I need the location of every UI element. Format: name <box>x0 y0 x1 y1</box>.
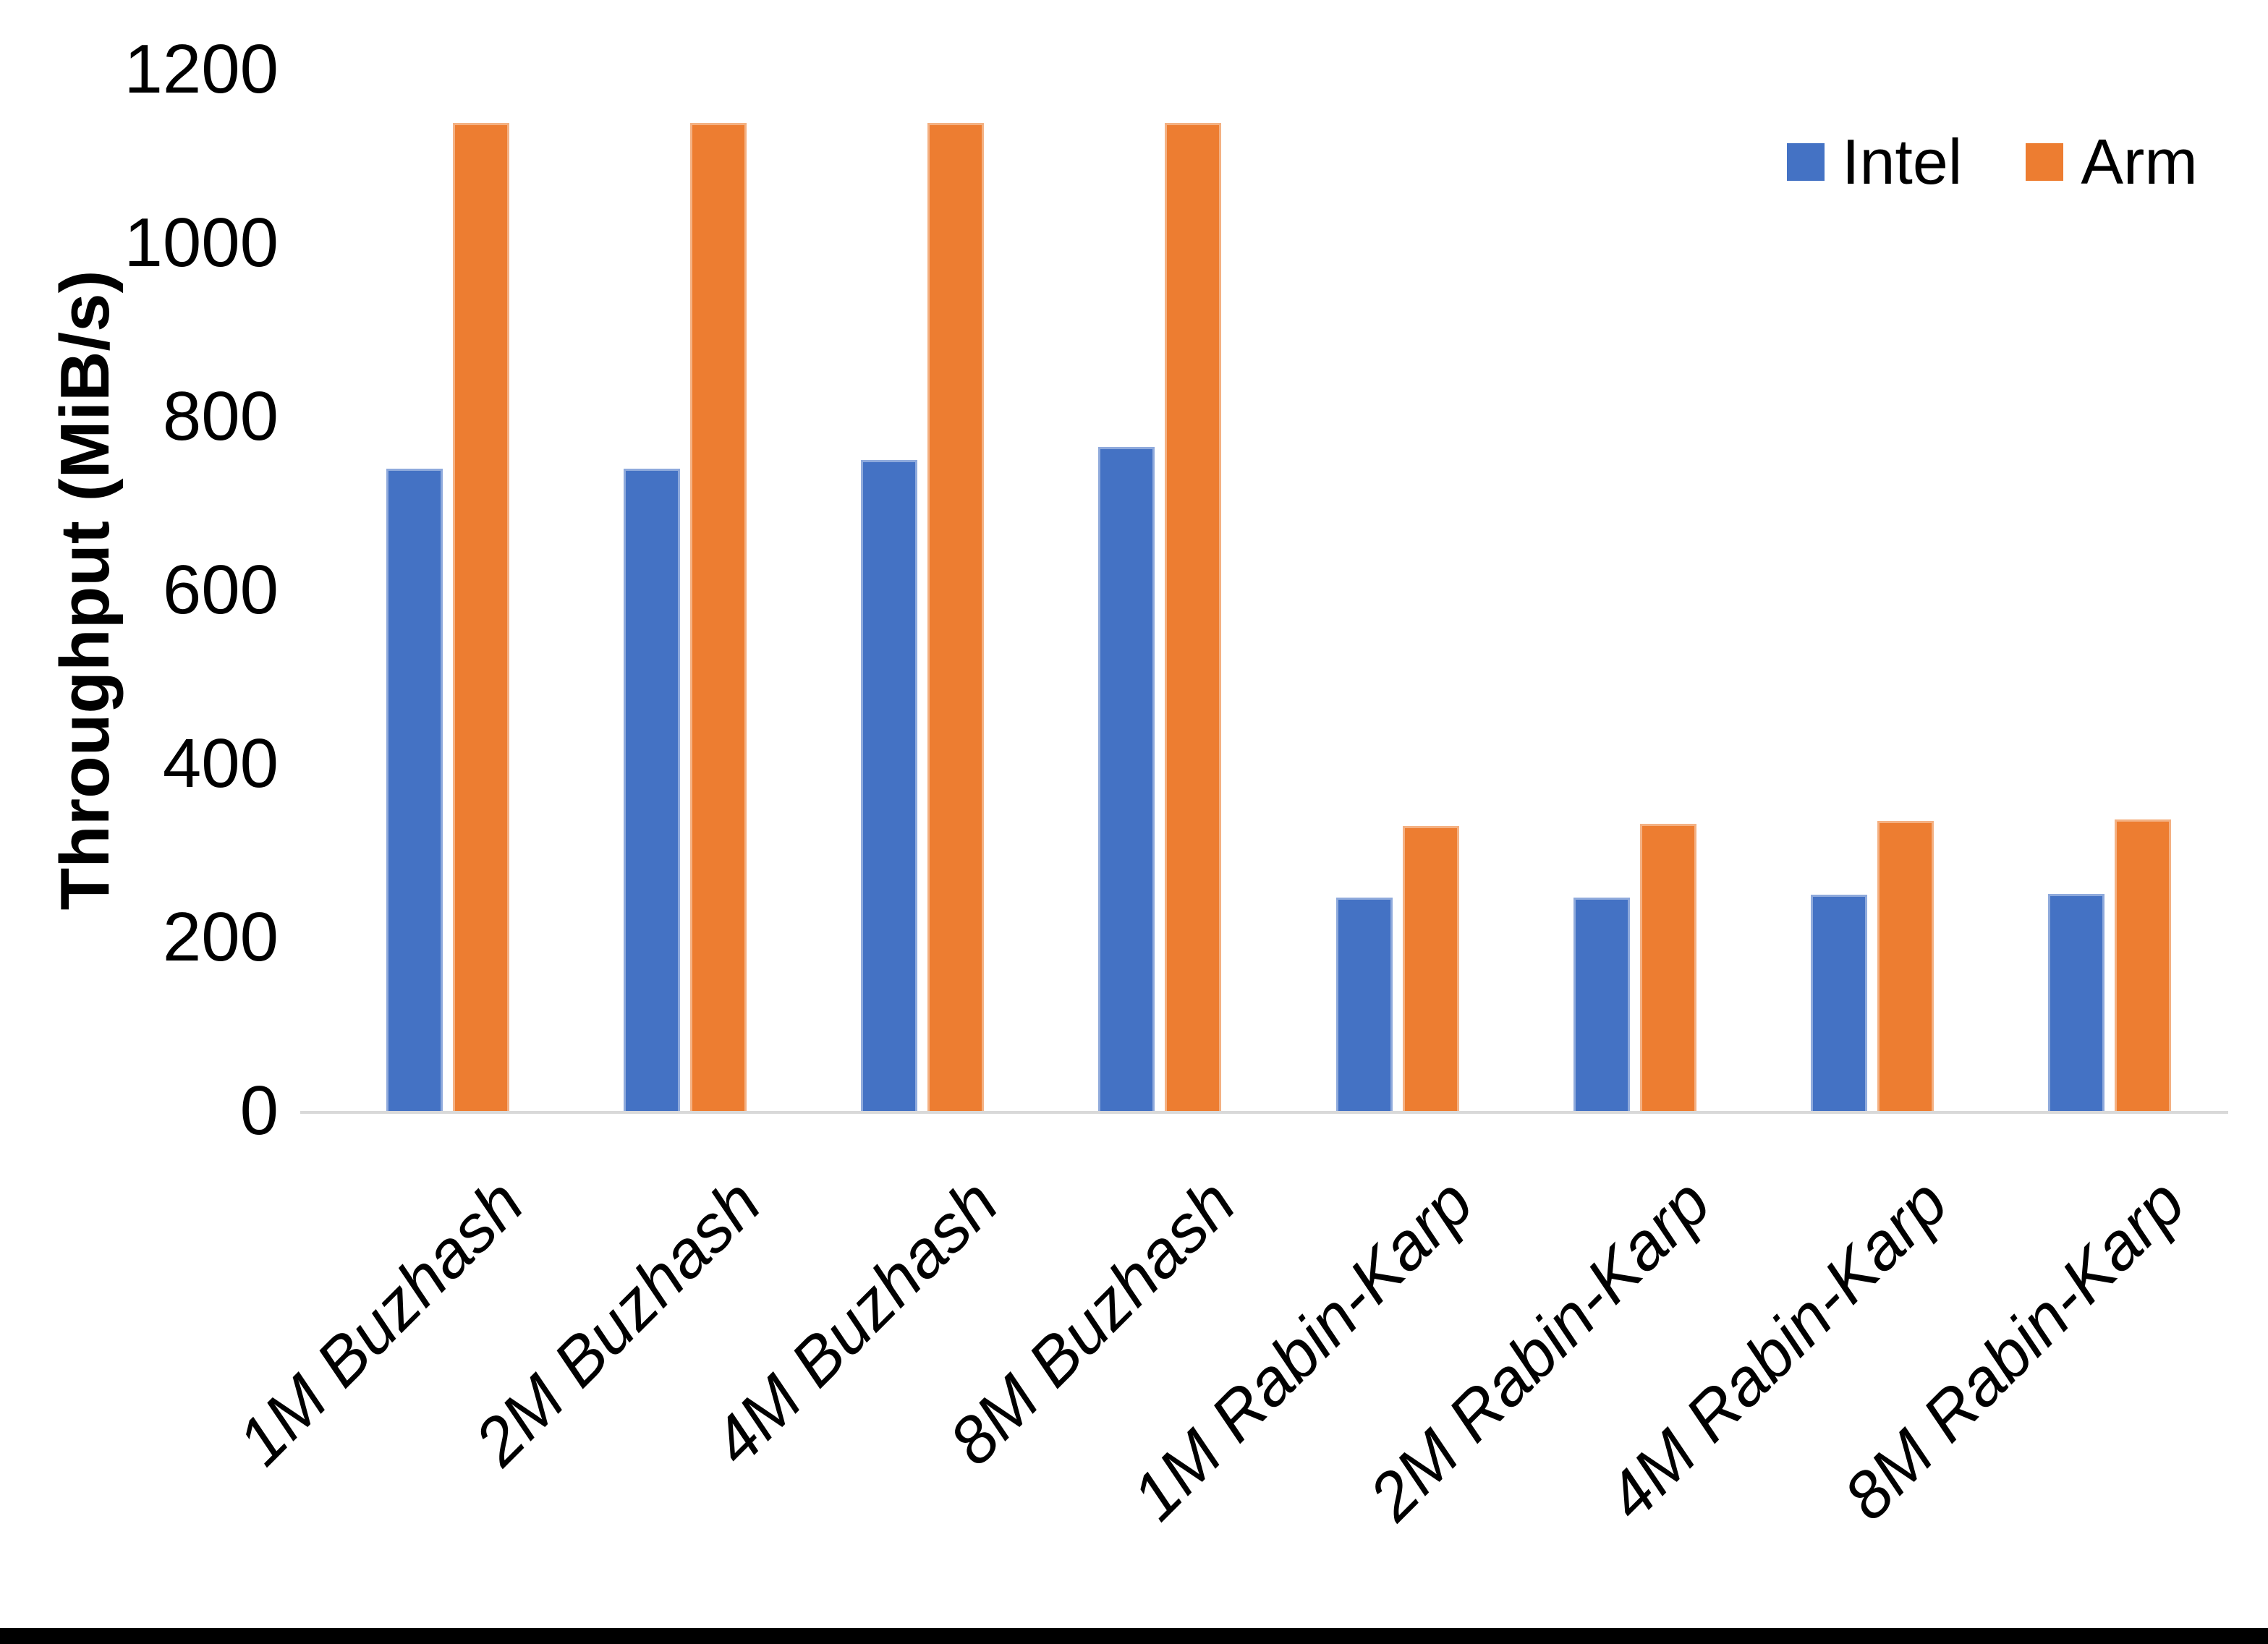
y-tick-label-600: 600 <box>162 551 279 629</box>
y-tick-label-0: 0 <box>239 1072 279 1149</box>
x-axis-line <box>300 1111 2228 1114</box>
bar-arm-4m-buzhash <box>927 123 985 1111</box>
bar-intel-2m-rabin-karp <box>1573 897 1630 1111</box>
legend: Intel Arm <box>1787 130 2198 194</box>
bar-arm-2m-rabin-karp <box>1639 823 1696 1111</box>
legend-item-intel: Intel <box>1787 130 1962 194</box>
y-tick-label-400: 400 <box>162 725 279 802</box>
bar-intel-8m-buzhash <box>1098 447 1155 1111</box>
bar-intel-1m-buzhash <box>386 469 443 1111</box>
bar-arm-4m-rabin-karp <box>1877 821 1934 1111</box>
bar-intel-2m-buzhash <box>624 469 681 1111</box>
legend-label-arm: Arm <box>2081 126 2198 197</box>
y-tick-label-1200: 1200 <box>124 30 279 108</box>
y-tick-label-1000: 1000 <box>124 204 279 281</box>
bar-intel-4m-buzhash <box>861 460 918 1111</box>
bar-intel-8m-rabin-karp <box>2047 894 2105 1111</box>
bar-arm-2m-buzhash <box>690 123 747 1111</box>
bar-arm-8m-buzhash <box>1165 123 1222 1111</box>
legend-item-arm: Arm <box>2026 126 2198 197</box>
legend-swatch-arm <box>2026 143 2064 181</box>
bar-arm-1m-buzhash <box>453 123 510 1111</box>
bar-intel-1m-rabin-karp <box>1335 897 1393 1111</box>
bar-intel-4m-rabin-karp <box>1810 895 1867 1111</box>
plot-area <box>329 69 2228 1111</box>
y-tick-label-800: 800 <box>162 378 279 455</box>
bottom-border-bar <box>0 1628 2268 1644</box>
bar-arm-8m-rabin-karp <box>2114 819 2171 1111</box>
bar-arm-1m-rabin-karp <box>1402 826 1459 1111</box>
legend-swatch-intel <box>1787 143 1825 181</box>
legend-label-intel: Intel <box>1842 126 1963 197</box>
y-tick-label-200: 200 <box>162 898 279 976</box>
